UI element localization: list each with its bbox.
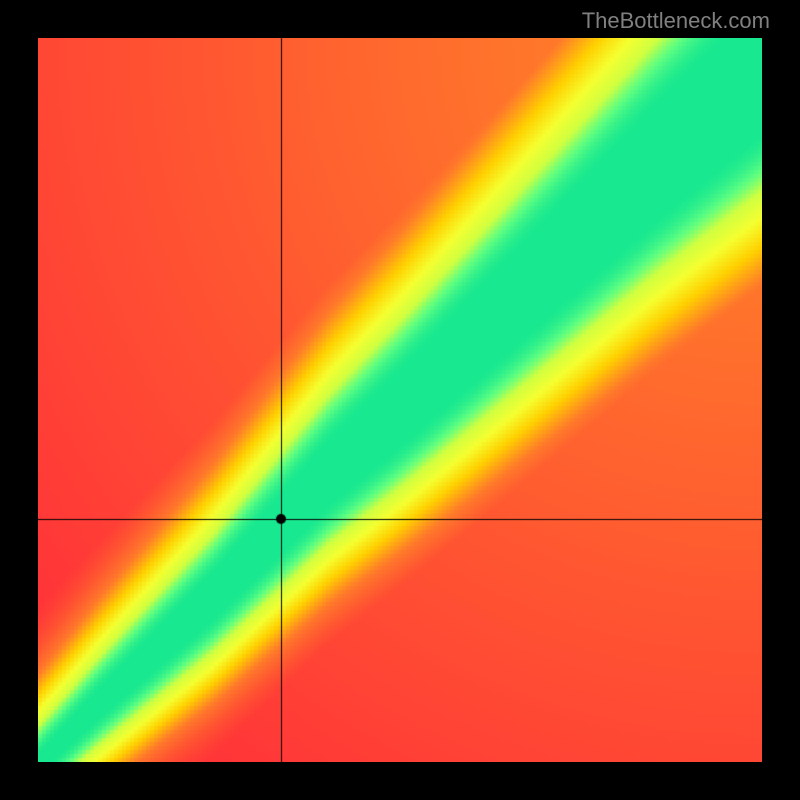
watermark-text: TheBottleneck.com <box>582 8 770 34</box>
heatmap-canvas <box>38 38 762 762</box>
heatmap-plot <box>38 38 762 762</box>
